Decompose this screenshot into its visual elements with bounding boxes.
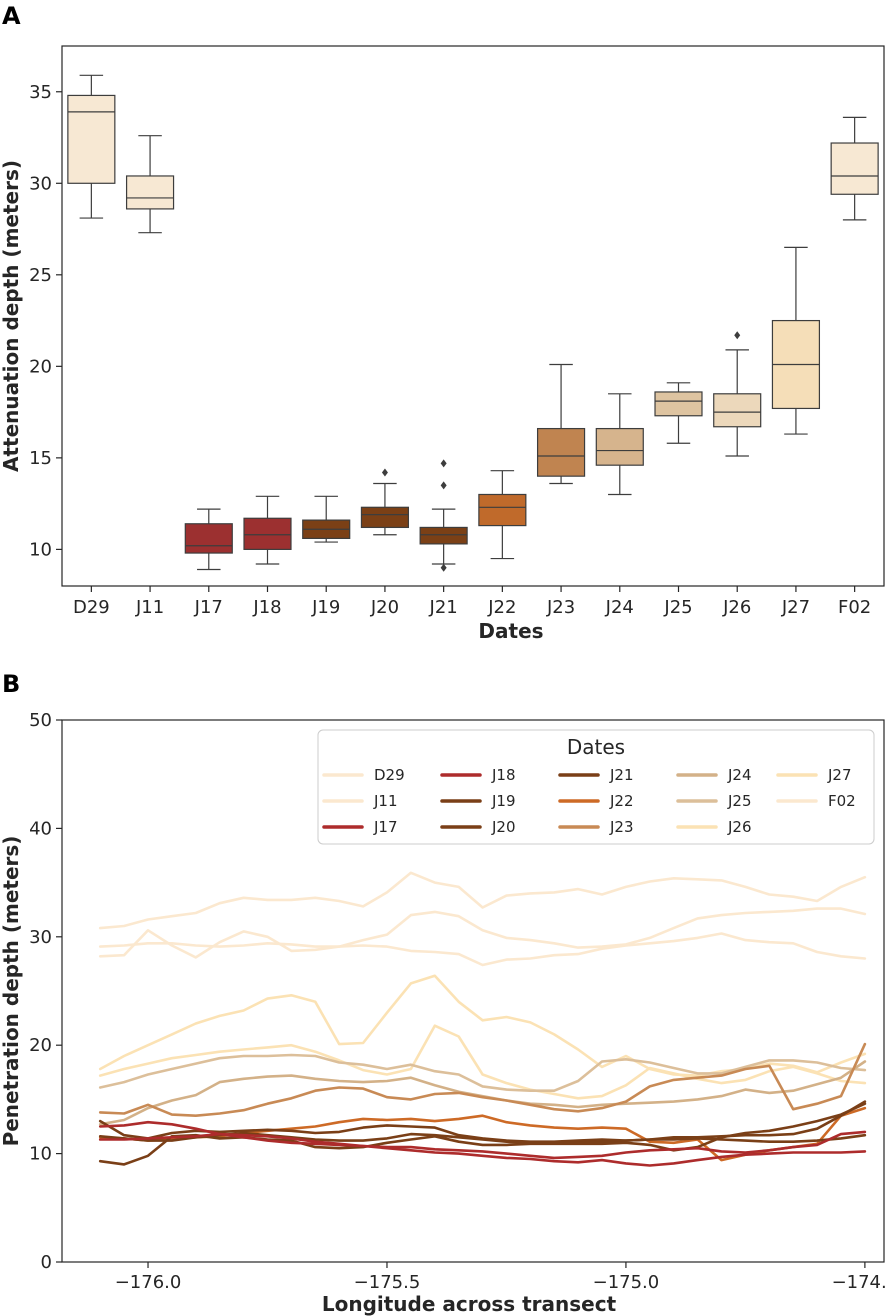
series-line-J27	[98, 974, 867, 1077]
plot-frame	[61, 45, 885, 587]
legend-item: J11	[322, 792, 398, 810]
panel-b-line-plot: 0 10 20 30 40 50 −176.0 −175.5 −175.0 −174.5 Dates…	[0, 710, 886, 1316]
x-tick-label: J22	[487, 597, 516, 618]
series-line-J23	[98, 1042, 867, 1117]
plot-frame	[61, 719, 885, 1263]
x-tick-label: F02	[838, 597, 871, 618]
legend-label: J26	[727, 818, 752, 836]
outlier-point	[381, 468, 388, 477]
legend-item: J23	[558, 818, 634, 836]
x-tick-label: J27	[781, 597, 810, 618]
box-D29	[67, 94, 116, 184]
box-J23	[536, 427, 586, 477]
x-tick-label: J20	[370, 597, 399, 618]
x-tick-label: −175.5	[354, 1272, 421, 1293]
legend-item: J25	[676, 792, 752, 810]
panel-b-label: B	[2, 670, 20, 698]
outlier-point	[440, 459, 447, 468]
legend-item: J17	[322, 818, 398, 836]
series-line-J19	[98, 1102, 867, 1166]
box-J22	[478, 493, 527, 527]
y-tick-label: 20	[29, 356, 52, 377]
legend-label: J21	[609, 766, 634, 784]
series-line-J25	[98, 1053, 867, 1092]
legend-label: J17	[373, 818, 398, 836]
legend-item: F02	[776, 792, 856, 810]
series-line-J26	[98, 1024, 867, 1100]
legend-label: D29	[374, 766, 405, 784]
y-tick-label: 10	[29, 1144, 52, 1165]
x-tick-label: D29	[73, 597, 110, 618]
legend-item: J20	[440, 818, 516, 836]
y-tick-label: 50	[29, 710, 52, 731]
legend-label: J23	[609, 818, 634, 836]
legend-item: J19	[440, 792, 516, 810]
legend-label: J18	[491, 766, 516, 784]
x-tick-label: J19	[311, 597, 340, 618]
legend-label: F02	[828, 792, 856, 810]
outlier-point	[440, 481, 447, 490]
x-tick-label: −176.0	[115, 1272, 182, 1293]
x-axis-label: Longitude across transect	[322, 1292, 617, 1316]
legend-label: J24	[727, 766, 752, 784]
x-tick-label: J11	[135, 597, 164, 618]
box-J26	[713, 393, 762, 428]
y-tick-label: 35	[29, 82, 52, 103]
series-line-D29	[98, 871, 867, 930]
box-J25	[654, 391, 703, 417]
outlier-point	[734, 331, 741, 340]
y-tick-label: 25	[29, 265, 52, 286]
x-tick-label: J17	[194, 597, 223, 618]
y-tick-label: 40	[29, 818, 52, 839]
box-F02	[830, 142, 879, 195]
legend-label: J22	[609, 792, 634, 810]
box-J18	[243, 517, 292, 550]
legend-label: J25	[727, 792, 752, 810]
panel-a-label: A	[2, 2, 21, 30]
legend-label: J27	[827, 766, 852, 784]
x-tick-label: J18	[252, 597, 281, 618]
legend-item: J24	[676, 766, 752, 784]
box-J11	[125, 175, 175, 210]
y-tick-label: 30	[29, 927, 52, 948]
x-tick-label: −175.0	[593, 1272, 660, 1293]
legend-label: J19	[491, 792, 516, 810]
x-tick-label: J23	[546, 597, 575, 618]
legend-item: D29	[322, 766, 405, 784]
box-J17	[184, 523, 233, 554]
x-tick-label: −174.5	[832, 1272, 886, 1293]
y-tick-label: 15	[29, 448, 52, 469]
series-line-J17	[98, 1132, 867, 1167]
x-tick-label: J26	[722, 597, 751, 618]
legend-item: J18	[440, 766, 516, 784]
box-J20	[360, 506, 410, 529]
y-axis-label: Attenuation depth (meters)	[0, 160, 23, 472]
series-line-J11	[98, 932, 867, 967]
panel-a-box-plot: 10 15 20 25 30 35 D29 J11 J17 J18 J19 J20 J21 J22 J23 J…	[0, 45, 885, 643]
legend: Dates D29 J11 J17 J18 J19 J20 J21 J22 J23 J24 J25 J2…	[317, 729, 875, 845]
legend-item: J26	[676, 818, 752, 836]
y-tick-label: 0	[41, 1252, 52, 1273]
y-tick-label: 10	[29, 539, 52, 560]
legend-title: Dates	[567, 735, 625, 759]
x-tick-label: J21	[429, 597, 458, 618]
box-J21	[419, 526, 468, 545]
x-tick-label: J25	[663, 597, 692, 618]
outlier-point	[440, 563, 447, 572]
y-tick-label: 30	[29, 173, 52, 194]
series-line-F02	[98, 907, 867, 959]
box-J24	[595, 427, 644, 466]
x-tick-label: J24	[605, 597, 634, 618]
y-axis-label: Penetration depth (meters)	[0, 836, 23, 1147]
x-axis-label: Dates	[478, 619, 543, 643]
legend-label: J20	[491, 818, 516, 836]
legend-item: J27	[776, 766, 852, 784]
y-tick-label: 20	[29, 1035, 52, 1056]
legend-label: J11	[373, 792, 398, 810]
legend-item: J22	[558, 792, 634, 810]
legend-item: J21	[558, 766, 634, 784]
legend-frame	[317, 729, 875, 845]
